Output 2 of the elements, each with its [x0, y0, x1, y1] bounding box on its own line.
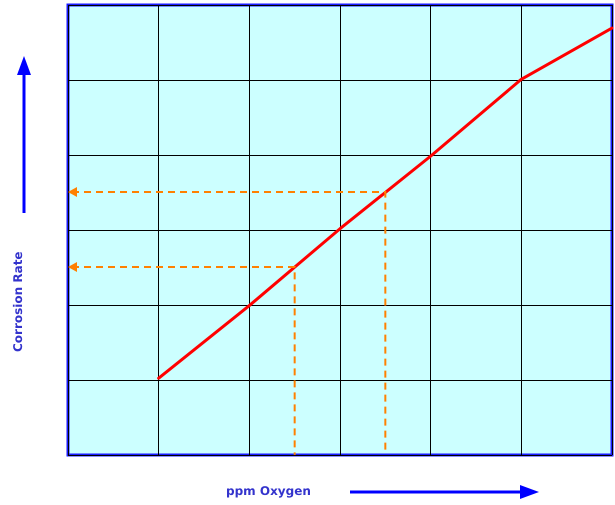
x-axis-title: ppm Oxygen	[226, 484, 311, 498]
y-axis-title: Corrosion Rate	[11, 251, 25, 352]
